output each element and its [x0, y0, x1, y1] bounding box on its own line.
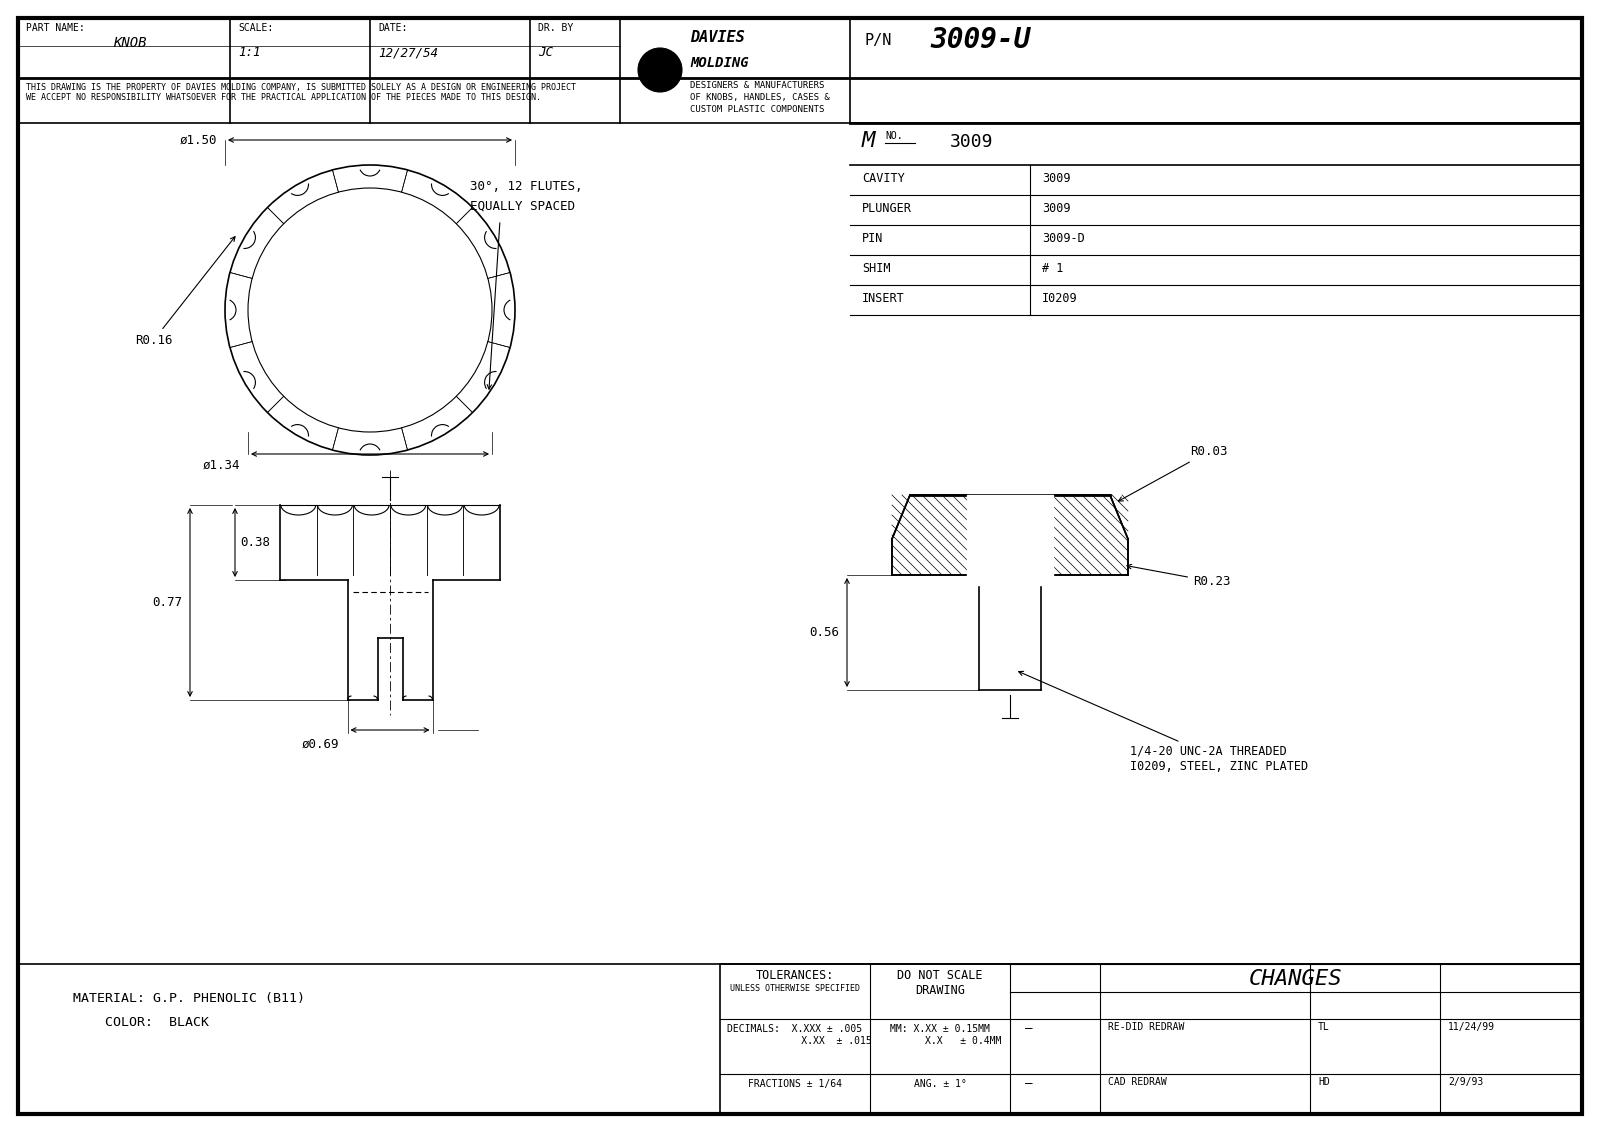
Text: 1:1: 1:1: [238, 46, 261, 59]
Text: KNOB: KNOB: [114, 36, 147, 50]
Text: CAVITY: CAVITY: [862, 172, 904, 185]
Text: SHIM: SHIM: [862, 261, 891, 275]
Text: TOLERANCES:: TOLERANCES:: [755, 969, 834, 981]
Text: PLUNGER: PLUNGER: [862, 201, 912, 215]
Circle shape: [638, 48, 682, 92]
Text: I0209: I0209: [1042, 292, 1078, 305]
Text: ANG. ± 1°: ANG. ± 1°: [914, 1079, 966, 1089]
Text: CUSTOM PLASTIC COMPONENTS: CUSTOM PLASTIC COMPONENTS: [690, 105, 824, 114]
Text: 0.77: 0.77: [152, 597, 182, 609]
Bar: [981, 530, 1038, 575]
Text: CAD REDRAW: CAD REDRAW: [1107, 1077, 1166, 1087]
Text: ø1.34: ø1.34: [203, 458, 240, 472]
Text: TL: TL: [1318, 1022, 1330, 1032]
Text: 3009-U: 3009-U: [930, 26, 1030, 54]
Text: DESIGNERS & MANUFACTURERS: DESIGNERS & MANUFACTURERS: [690, 82, 824, 91]
Text: R0.16: R0.16: [134, 237, 235, 346]
Text: MATERIAL: G.P. PHENOLIC (B11): MATERIAL: G.P. PHENOLIC (B11): [74, 992, 306, 1005]
Text: DR. BY: DR. BY: [538, 23, 573, 33]
Text: # 1: # 1: [1042, 261, 1064, 275]
Bar: [720, 964, 1582, 1114]
Text: M: M: [862, 131, 875, 151]
Text: 1/4-20 UNC-2A THREADED
I0209, STEEL, ZINC PLATED: 1/4-20 UNC-2A THREADED I0209, STEEL, ZIN…: [1019, 671, 1309, 773]
Text: 3009: 3009: [1042, 172, 1070, 185]
Text: 12/27/54: 12/27/54: [378, 46, 438, 59]
Text: NO.: NO.: [885, 131, 902, 142]
Text: DO NOT SCALE: DO NOT SCALE: [898, 969, 982, 981]
Text: FRACTIONS ± 1/64: FRACTIONS ± 1/64: [749, 1079, 842, 1089]
Text: RE-DID REDRAW: RE-DID REDRAW: [1107, 1022, 1184, 1032]
Text: 3009: 3009: [1042, 201, 1070, 215]
Text: INSERT: INSERT: [862, 292, 904, 305]
Text: COLOR:  BLACK: COLOR: BLACK: [74, 1017, 210, 1029]
Text: 3009-D: 3009-D: [1042, 232, 1085, 245]
Text: 2/9/93: 2/9/93: [1448, 1077, 1483, 1087]
Text: MM: X.XX ± 0.15MM
        X.X   ± 0.4MM: MM: X.XX ± 0.15MM X.X ± 0.4MM: [878, 1024, 1002, 1046]
Text: THIS DRAWING IS THE PROPERTY OF DAVIES MOLDING COMPANY, IS SUBMITTED SOLELY AS A: THIS DRAWING IS THE PROPERTY OF DAVIES M…: [26, 83, 576, 102]
Bar: [981, 530, 1038, 575]
Text: 30°, 12 FLUTES,: 30°, 12 FLUTES,: [470, 180, 582, 192]
Text: DRAWING: DRAWING: [915, 984, 965, 997]
Text: SCALE:: SCALE:: [238, 23, 274, 33]
Text: R0.23: R0.23: [1126, 565, 1230, 588]
Text: –: –: [1026, 1077, 1032, 1090]
Text: 0.56: 0.56: [810, 626, 838, 638]
Text: MOLDING: MOLDING: [690, 55, 749, 70]
Text: R0.03: R0.03: [1118, 445, 1227, 501]
Text: OF KNOBS, HANDLES, CASES &: OF KNOBS, HANDLES, CASES &: [690, 93, 830, 102]
Text: DAVIES: DAVIES: [690, 31, 744, 45]
Text: ø0.69: ø0.69: [302, 738, 339, 751]
Text: HD: HD: [1318, 1077, 1330, 1087]
Text: –: –: [1026, 1022, 1032, 1035]
Text: DECIMALS:  X.XXX ± .005
              X.XX  ± .015: DECIMALS: X.XXX ± .005 X.XX ± .015: [718, 1024, 872, 1046]
Text: CHANGES: CHANGES: [1250, 969, 1342, 989]
Text: UNLESS OTHERWISE SPECIFIED: UNLESS OTHERWISE SPECIFIED: [730, 984, 861, 993]
Polygon shape: [966, 495, 1053, 585]
Text: 3009: 3009: [950, 132, 994, 151]
Text: JC: JC: [538, 46, 554, 59]
Text: DATE:: DATE:: [378, 23, 408, 33]
Text: 11/24/99: 11/24/99: [1448, 1022, 1494, 1032]
Text: EQUALLY SPACED: EQUALLY SPACED: [470, 200, 574, 213]
Text: PART NAME:: PART NAME:: [26, 23, 85, 33]
Text: ø1.50: ø1.50: [179, 134, 218, 146]
Text: PIN: PIN: [862, 232, 883, 245]
Text: 0.38: 0.38: [240, 535, 270, 549]
Text: P/N: P/N: [866, 33, 893, 48]
